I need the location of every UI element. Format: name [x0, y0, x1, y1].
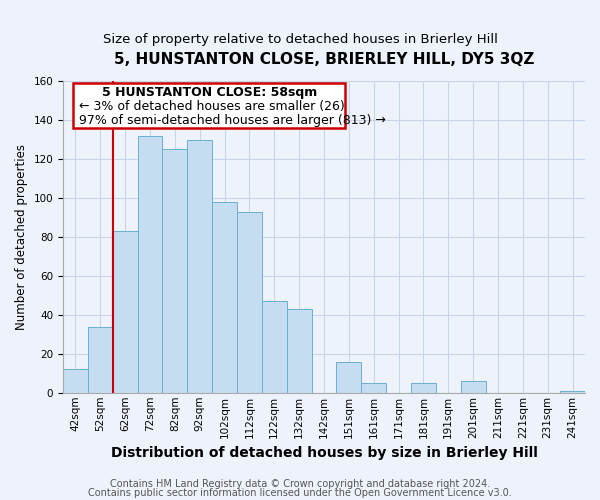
Bar [88, 326, 113, 393]
Bar [461, 381, 485, 393]
Text: ← 3% of detached houses are smaller (26): ← 3% of detached houses are smaller (26) [79, 100, 344, 113]
X-axis label: Distribution of detached houses by size in Brierley Hill: Distribution of detached houses by size … [110, 446, 538, 460]
Bar [361, 383, 386, 393]
Bar [237, 212, 262, 393]
Title: 5, HUNSTANTON CLOSE, BRIERLEY HILL, DY5 3QZ: 5, HUNSTANTON CLOSE, BRIERLEY HILL, DY5 … [114, 52, 534, 68]
Bar [560, 391, 585, 393]
Text: 97% of semi-detached houses are larger (813) →: 97% of semi-detached houses are larger (… [79, 114, 386, 127]
Bar [337, 362, 361, 393]
Text: Contains HM Land Registry data © Crown copyright and database right 2024.: Contains HM Land Registry data © Crown c… [110, 479, 490, 489]
FancyBboxPatch shape [73, 82, 345, 128]
Text: 5 HUNSTANTON CLOSE: 58sqm: 5 HUNSTANTON CLOSE: 58sqm [101, 86, 317, 99]
Bar [137, 136, 163, 393]
Bar [411, 383, 436, 393]
Bar [287, 309, 311, 393]
Text: Size of property relative to detached houses in Brierley Hill: Size of property relative to detached ho… [103, 32, 497, 46]
Bar [262, 301, 287, 393]
Text: Contains public sector information licensed under the Open Government Licence v3: Contains public sector information licen… [88, 488, 512, 498]
Bar [212, 202, 237, 393]
Bar [187, 140, 212, 393]
Y-axis label: Number of detached properties: Number of detached properties [15, 144, 28, 330]
Bar [163, 150, 187, 393]
Bar [63, 370, 88, 393]
Bar [113, 231, 137, 393]
